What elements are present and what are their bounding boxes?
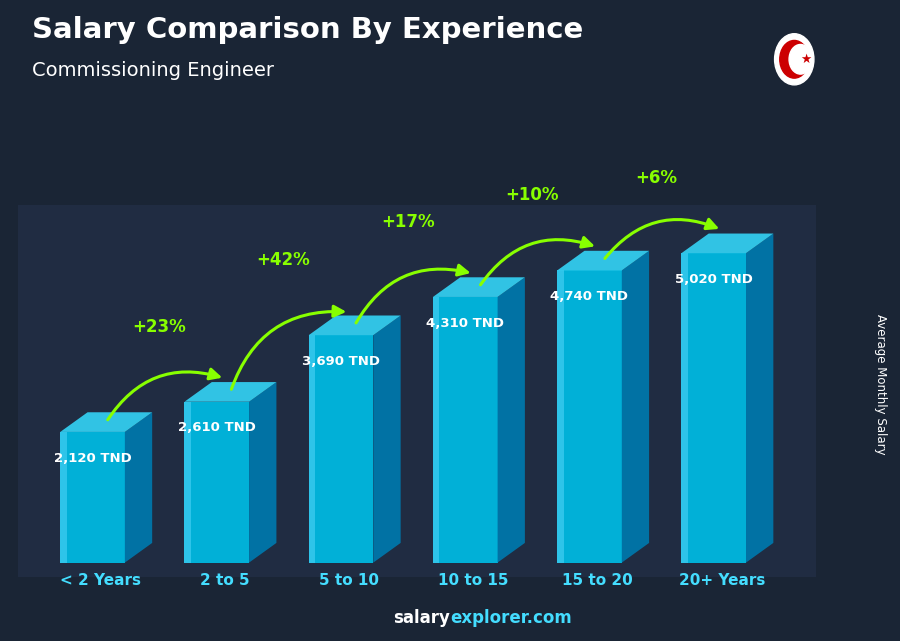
Polygon shape: [681, 233, 773, 253]
Polygon shape: [557, 251, 649, 271]
Polygon shape: [309, 335, 374, 563]
Polygon shape: [60, 432, 125, 563]
Text: +6%: +6%: [635, 169, 678, 187]
Text: Salary Comparison By Experience: Salary Comparison By Experience: [32, 16, 583, 44]
Polygon shape: [184, 402, 249, 563]
Polygon shape: [125, 412, 152, 563]
Polygon shape: [60, 412, 152, 432]
Polygon shape: [374, 315, 400, 563]
Polygon shape: [746, 233, 773, 563]
Polygon shape: [557, 271, 563, 563]
Polygon shape: [433, 297, 439, 563]
Text: 2,120 TND: 2,120 TND: [54, 452, 131, 465]
Text: 20+ Years: 20+ Years: [679, 573, 765, 588]
Text: salary: salary: [393, 609, 450, 627]
Text: +17%: +17%: [381, 213, 435, 231]
Polygon shape: [681, 253, 688, 563]
Polygon shape: [60, 432, 67, 563]
Text: 3,690 TND: 3,690 TND: [302, 355, 380, 368]
Text: 15 to 20: 15 to 20: [562, 573, 633, 588]
Polygon shape: [309, 335, 315, 563]
Text: Average Monthly Salary: Average Monthly Salary: [874, 314, 886, 455]
Polygon shape: [433, 297, 498, 563]
Text: +10%: +10%: [505, 187, 559, 204]
Text: < 2 Years: < 2 Years: [60, 573, 141, 588]
Text: explorer.com: explorer.com: [450, 609, 572, 627]
Text: 2 to 5: 2 to 5: [200, 573, 250, 588]
Polygon shape: [309, 315, 400, 335]
Circle shape: [779, 40, 809, 78]
Circle shape: [775, 34, 814, 85]
Text: 10 to 15: 10 to 15: [438, 573, 508, 588]
Text: Commissioning Engineer: Commissioning Engineer: [32, 61, 274, 80]
Circle shape: [789, 44, 812, 74]
Polygon shape: [681, 253, 746, 563]
Polygon shape: [433, 278, 525, 297]
Text: 5,020 TND: 5,020 TND: [675, 273, 752, 286]
Polygon shape: [249, 382, 276, 563]
Text: 4,740 TND: 4,740 TND: [551, 290, 628, 303]
Polygon shape: [622, 251, 649, 563]
Text: 2,610 TND: 2,610 TND: [178, 421, 256, 435]
Polygon shape: [184, 382, 276, 402]
Polygon shape: [557, 271, 622, 563]
Text: 4,310 TND: 4,310 TND: [427, 317, 504, 329]
Polygon shape: [498, 278, 525, 563]
Text: ★: ★: [800, 53, 811, 66]
Text: +42%: +42%: [256, 251, 310, 269]
Polygon shape: [184, 402, 191, 563]
Text: 5 to 10: 5 to 10: [320, 573, 379, 588]
Text: +23%: +23%: [132, 317, 186, 336]
